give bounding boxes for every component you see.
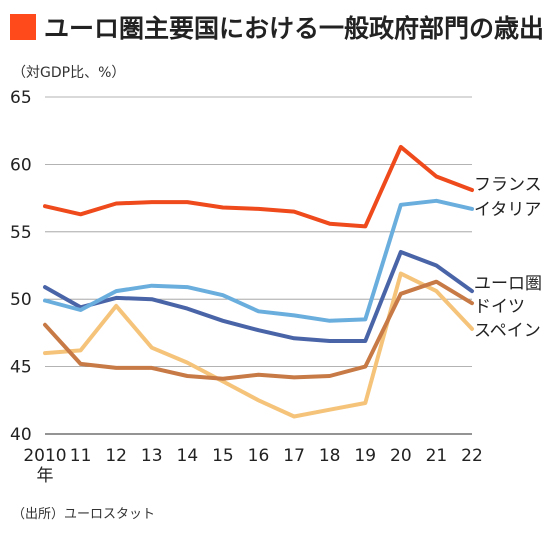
series-line-1 <box>43 198 474 323</box>
gridlines <box>45 96 472 435</box>
x-tick-label: 21 <box>426 446 448 466</box>
x-tick-label: 17 <box>283 446 305 466</box>
x-tick-label: 16 <box>248 446 270 466</box>
x-tick-label: 13 <box>141 446 163 466</box>
x-tick-label: 12 <box>105 446 127 466</box>
series-label: スペイン <box>474 321 541 341</box>
series-line-0 <box>43 144 474 229</box>
series-lines <box>43 144 474 419</box>
series-line-4 <box>43 271 474 419</box>
series-label: ドイツ <box>474 297 525 317</box>
chart-title-row: ユーロ圏主要国における一般政府部門の歳出 <box>10 10 544 44</box>
x-tick-label: 20 <box>390 446 412 466</box>
y-axis-unit-label: （対GDP比、%） <box>12 65 126 81</box>
title-marker <box>10 14 36 40</box>
y-tick-label: 40 <box>10 425 32 445</box>
source-note: （出所）ユーロスタット <box>12 507 156 522</box>
x-tick-label: 18 <box>319 446 341 466</box>
y-tick-label: 65 <box>10 88 32 108</box>
chart-title: ユーロ圏主要国における一般政府部門の歳出 <box>44 14 545 43</box>
y-axis-ticks: 40 45 50 55 60 65 <box>10 88 32 445</box>
x-tick-label: 14 <box>177 446 199 466</box>
x-tick-label: 15 <box>212 446 234 466</box>
x-axis-ticks: 2010 11 12 13 14 15 16 17 18 19 20 21 22 年 <box>23 446 482 486</box>
y-tick-label: 50 <box>10 290 32 310</box>
series-line-2 <box>43 250 474 343</box>
series-label: フランス <box>474 175 542 195</box>
x-tick-label: 2010 <box>23 446 66 466</box>
series-line-3 <box>43 279 474 381</box>
y-tick-label: 55 <box>10 223 32 243</box>
x-tick-label: 22 <box>461 446 483 466</box>
x-tick-label: 19 <box>354 446 376 466</box>
x-tick-label: 11 <box>70 446 92 466</box>
x-axis-unit-label: 年 <box>37 466 54 486</box>
y-tick-label: 45 <box>10 358 32 378</box>
series-label: ユーロ圏 <box>474 274 542 294</box>
y-tick-label: 60 <box>10 155 32 175</box>
series-label: イタリア <box>474 200 541 220</box>
